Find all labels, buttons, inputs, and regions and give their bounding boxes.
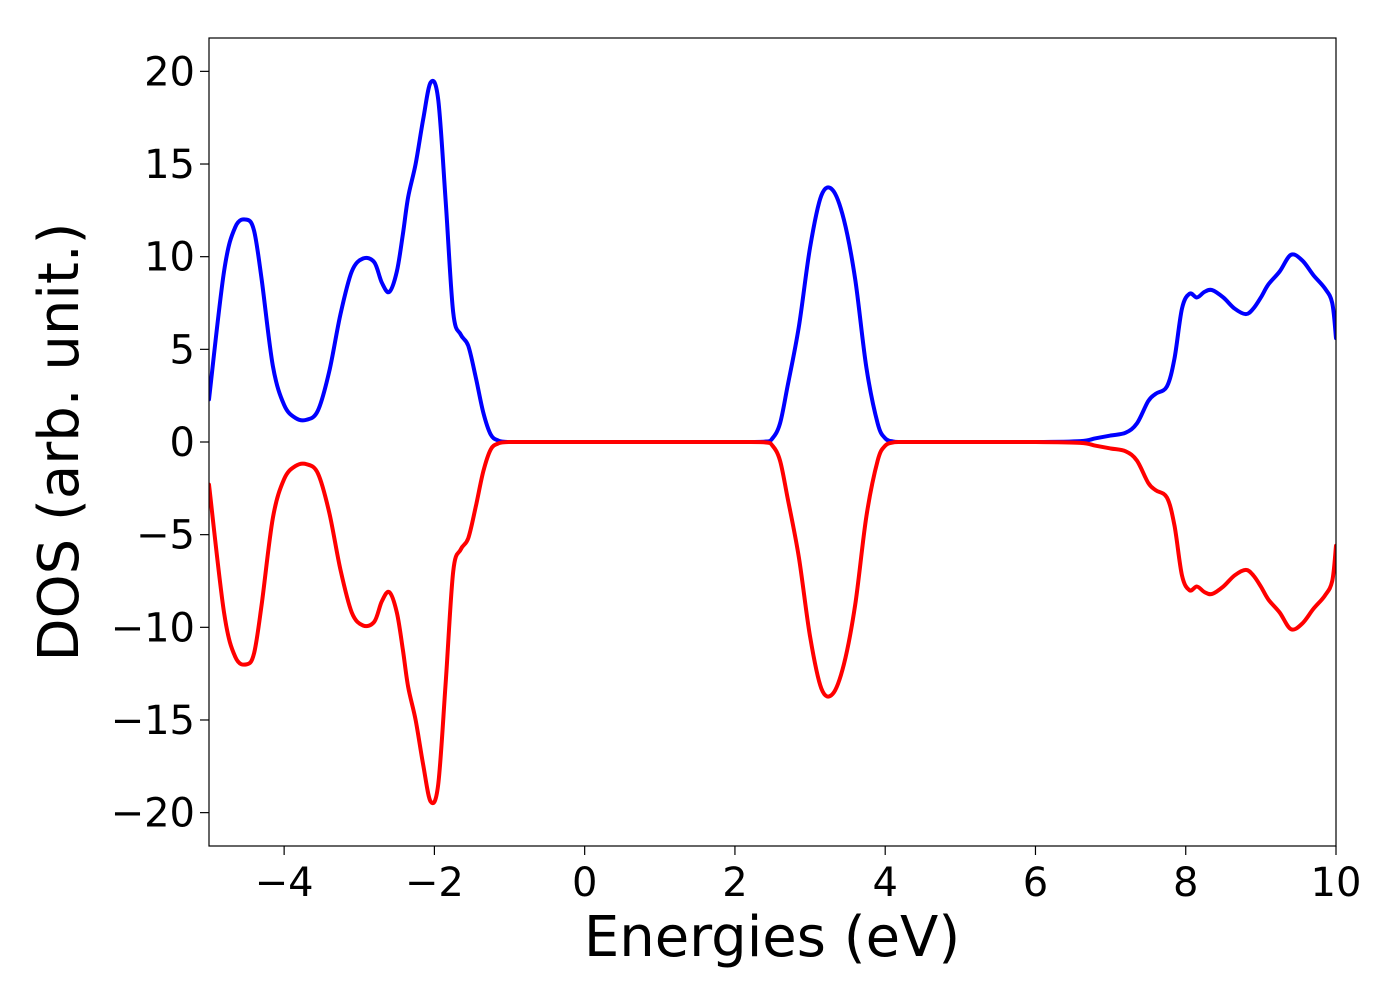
series-line-0 bbox=[209, 78, 1336, 445]
y-tick-label-3: −5 bbox=[136, 513, 195, 559]
y-tick-label-4: 0 bbox=[170, 420, 195, 466]
axes-frame bbox=[208, 37, 1337, 847]
x-tick-label-7: 10 bbox=[1311, 860, 1362, 906]
series-line-1 bbox=[209, 439, 1336, 806]
x-tick-label-2: 0 bbox=[572, 860, 597, 906]
x-tick-label-3: 2 bbox=[722, 860, 747, 906]
y-axis-label: DOS (arb. unit.) bbox=[27, 222, 92, 661]
y-tick-label-2: −10 bbox=[111, 605, 195, 651]
series-lines bbox=[209, 78, 1336, 806]
y-tick-label-6: 10 bbox=[144, 235, 195, 281]
x-axis-label: Energies (eV) bbox=[584, 905, 960, 970]
x-tick-label-6: 8 bbox=[1173, 860, 1198, 906]
y-tick-label-0: −20 bbox=[111, 791, 195, 837]
x-tick-label-4: 4 bbox=[872, 860, 897, 906]
y-tick-label-8: 20 bbox=[144, 49, 195, 95]
x-tick-label-0: −4 bbox=[255, 860, 314, 906]
y-tick-label-7: 15 bbox=[144, 142, 195, 188]
x-tick-label-5: 6 bbox=[1023, 860, 1048, 906]
x-tick-label-1: −2 bbox=[405, 860, 464, 906]
y-tick-label-1: −15 bbox=[111, 698, 195, 744]
y-tick-label-5: 5 bbox=[170, 327, 195, 373]
